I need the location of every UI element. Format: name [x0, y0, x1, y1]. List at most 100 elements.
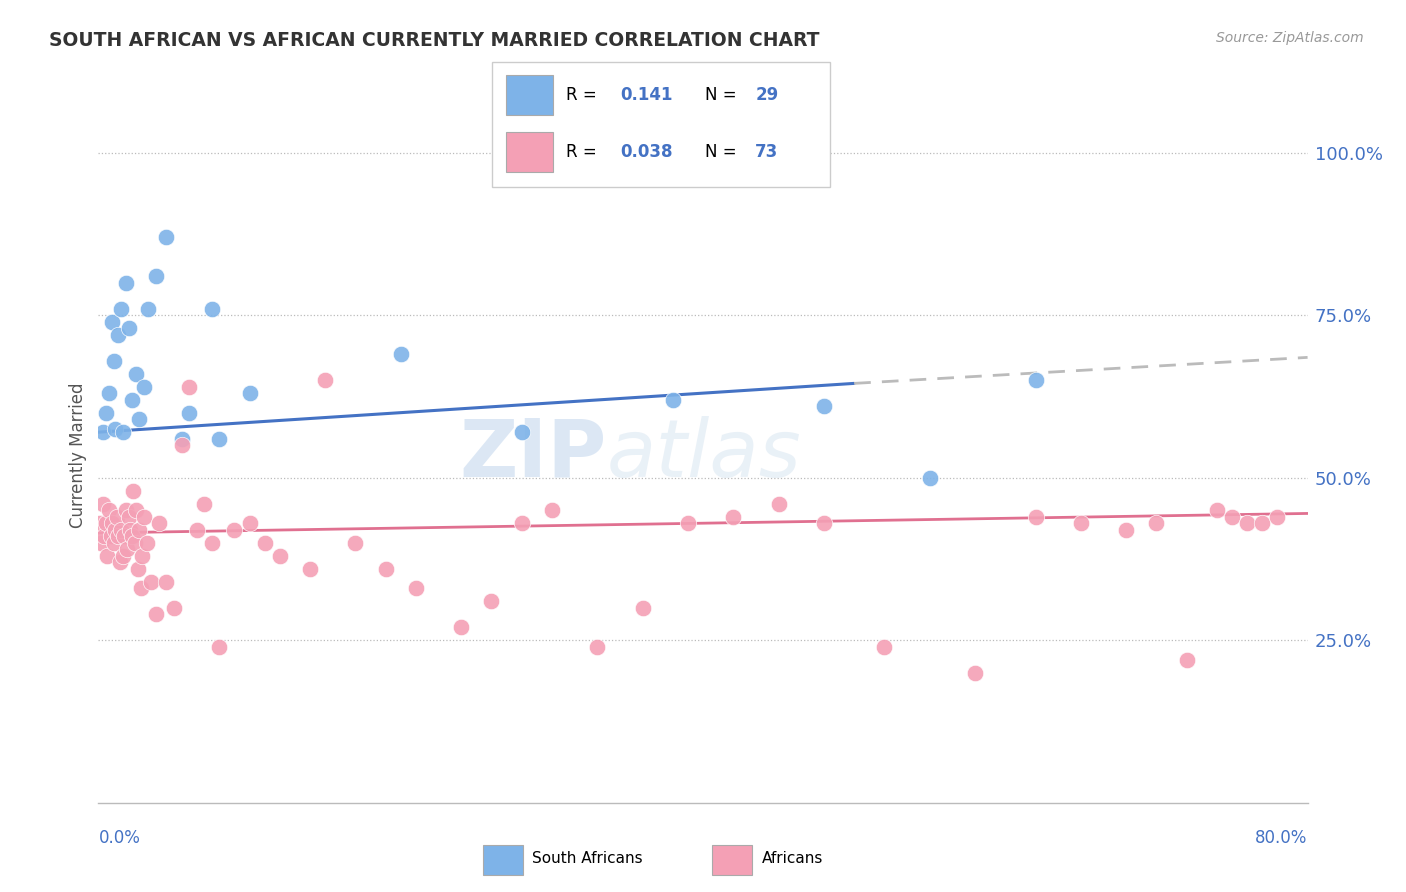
Text: SOUTH AFRICAN VS AFRICAN CURRENTLY MARRIED CORRELATION CHART: SOUTH AFRICAN VS AFRICAN CURRENTLY MARRI… [49, 31, 820, 50]
Point [253, 535, 276, 549]
Bar [711, 845, 752, 875]
Point [170, 432, 193, 446]
Point [873, 640, 896, 654]
Point [1206, 503, 1229, 517]
Point [208, 432, 231, 446]
Point [1070, 516, 1092, 531]
Point [179, 379, 201, 393]
Point [186, 523, 208, 537]
Point [1024, 373, 1046, 387]
Point [374, 562, 396, 576]
Point [145, 269, 167, 284]
Point [1220, 509, 1243, 524]
Point [91, 425, 114, 439]
Point [389, 347, 412, 361]
Point [101, 315, 124, 329]
Point [813, 399, 835, 413]
Point [124, 535, 146, 549]
Point [100, 529, 122, 543]
Point [239, 386, 262, 401]
Point [193, 497, 215, 511]
Point [90, 535, 112, 549]
Point [120, 523, 142, 537]
Point [122, 483, 145, 498]
Point [965, 665, 987, 680]
Point [208, 640, 231, 654]
Point [163, 600, 186, 615]
Point [450, 620, 472, 634]
Point [121, 392, 143, 407]
Point [104, 523, 127, 537]
Point [89, 516, 111, 531]
Point [103, 353, 125, 368]
Point [1251, 516, 1274, 531]
Point [132, 509, 155, 524]
Text: 29: 29 [755, 86, 779, 103]
Point [105, 509, 128, 524]
Point [115, 542, 138, 557]
Point [91, 497, 114, 511]
Point [111, 549, 134, 563]
Point [813, 516, 835, 531]
Point [239, 516, 262, 531]
Point [103, 535, 125, 549]
Text: 0.141: 0.141 [620, 86, 673, 103]
Text: 73: 73 [755, 144, 779, 161]
Point [96, 549, 118, 563]
Point [170, 438, 193, 452]
Point [1115, 523, 1137, 537]
Point [118, 509, 141, 524]
Point [662, 392, 685, 407]
Bar [506, 75, 553, 115]
Point [114, 503, 136, 517]
FancyBboxPatch shape [492, 62, 830, 187]
Point [299, 562, 322, 576]
Point [676, 516, 699, 531]
Text: N =: N = [704, 86, 741, 103]
Text: R =: R = [567, 86, 602, 103]
Point [201, 535, 224, 549]
Point [145, 607, 167, 622]
Point [1146, 516, 1168, 531]
Point [94, 406, 117, 420]
Point [405, 581, 427, 595]
Point [1236, 516, 1258, 531]
Point [510, 425, 533, 439]
Point [128, 523, 150, 537]
Text: South Africans: South Africans [531, 851, 643, 866]
Text: ZIP: ZIP [458, 416, 606, 494]
Point [1267, 509, 1289, 524]
Point [94, 516, 117, 531]
Point [481, 594, 503, 608]
Text: atlas: atlas [606, 416, 801, 494]
Point [131, 549, 153, 563]
Point [98, 386, 121, 401]
Point [132, 379, 155, 393]
Point [110, 301, 132, 316]
Bar [482, 845, 523, 875]
Point [768, 497, 790, 511]
Point [201, 301, 224, 316]
Point [135, 535, 157, 549]
Point [314, 373, 336, 387]
Point [631, 600, 654, 615]
Point [179, 406, 201, 420]
Text: Source: ZipAtlas.com: Source: ZipAtlas.com [1216, 31, 1364, 45]
Text: 0.038: 0.038 [620, 144, 673, 161]
Point [510, 516, 533, 531]
Point [344, 535, 367, 549]
Point [148, 516, 170, 531]
Point [108, 555, 131, 569]
Text: 80.0%: 80.0% [1256, 829, 1308, 847]
Point [107, 529, 129, 543]
Text: Africans: Africans [762, 851, 823, 866]
Point [101, 516, 124, 531]
Point [112, 529, 135, 543]
Point [586, 640, 609, 654]
Point [136, 301, 159, 316]
Point [129, 581, 152, 595]
Point [104, 422, 127, 436]
Text: N =: N = [704, 144, 741, 161]
Point [541, 503, 564, 517]
Point [1175, 653, 1198, 667]
